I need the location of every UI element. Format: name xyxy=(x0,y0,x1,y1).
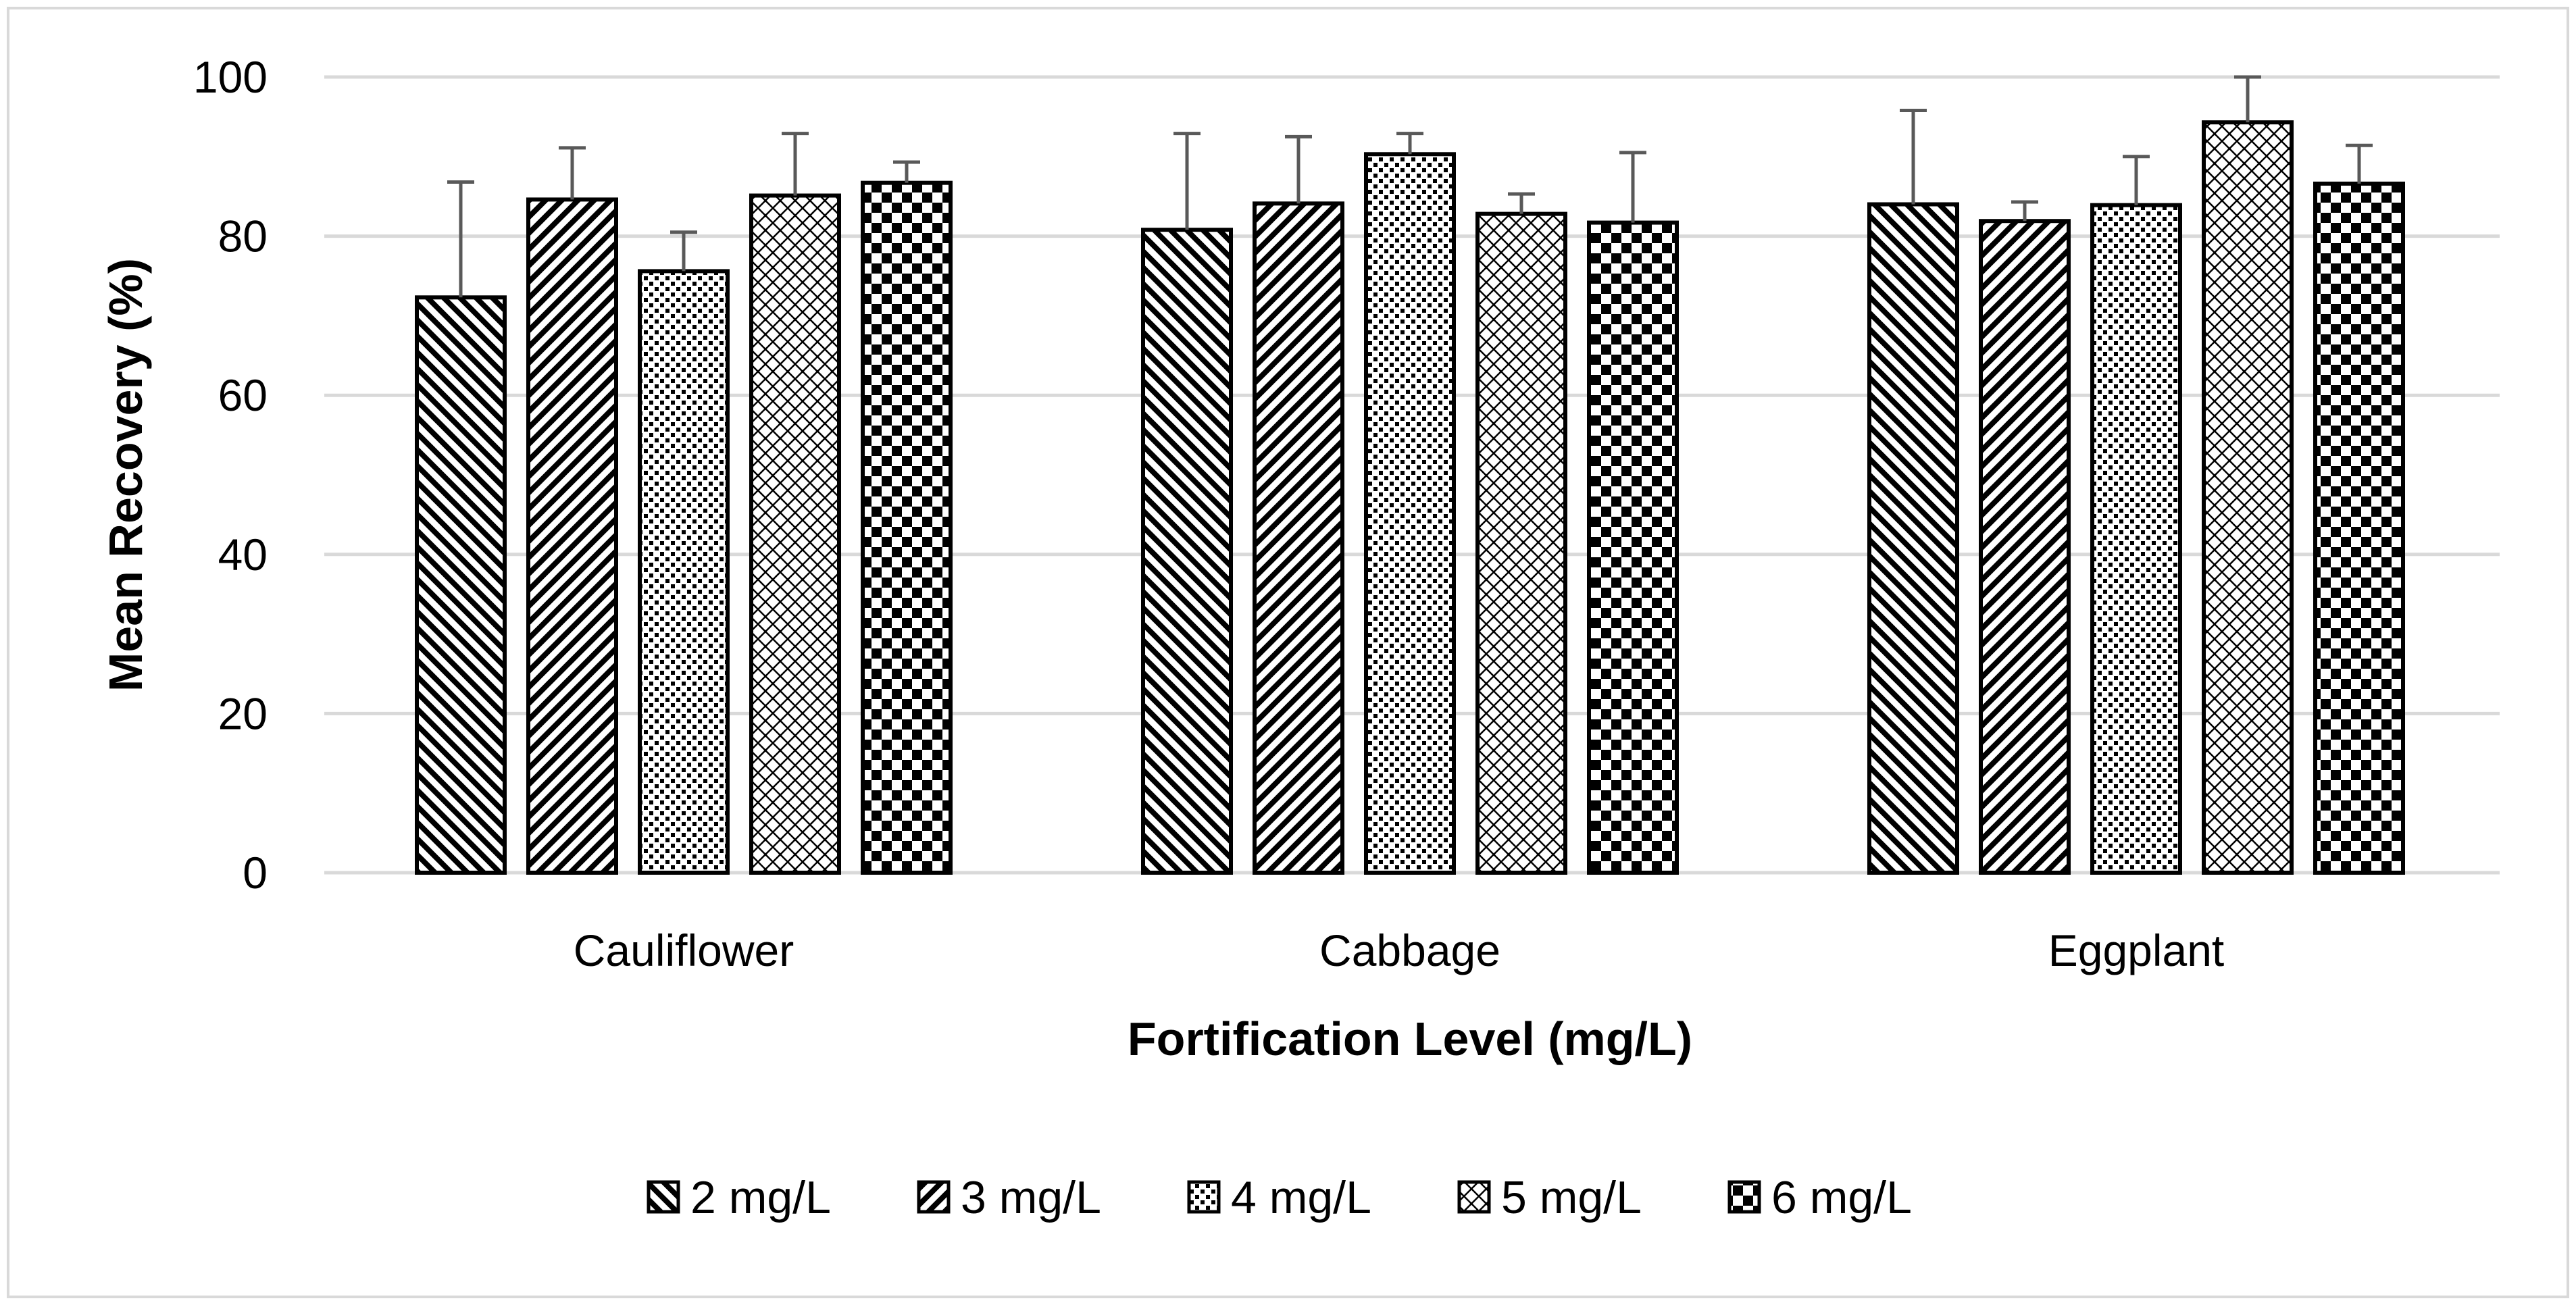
legend-swatch-5mgl xyxy=(1457,1180,1491,1214)
legend-label: 3 mg/L xyxy=(961,1172,1101,1223)
bar-eggplant-5mgl xyxy=(2202,120,2294,875)
legend-swatch-6mgl xyxy=(1727,1180,1761,1214)
y-tick-label: 0 xyxy=(243,848,268,898)
bar-cauliflower-3mgl xyxy=(526,197,618,875)
y-axis-title: Mean Recovery (%) xyxy=(99,258,152,692)
legend-label: 4 mg/L xyxy=(1231,1172,1371,1223)
bar-cauliflower-4mgl xyxy=(638,269,730,875)
legend-swatch-4mgl xyxy=(1187,1180,1221,1214)
legend-swatch-2mgl xyxy=(647,1180,680,1214)
y-tick-label: 20 xyxy=(218,688,268,738)
legend-swatch-3mgl xyxy=(917,1180,951,1214)
x-axis-title: Fortification Level (mg/L) xyxy=(1128,1013,1692,1065)
x-tick-label: Eggplant xyxy=(2048,925,2225,975)
bar-eggplant-6mgl xyxy=(2313,181,2405,875)
y-tick-label: 100 xyxy=(193,52,268,102)
bar-cauliflower-2mgl xyxy=(415,295,507,875)
legend-label: 2 mg/L xyxy=(690,1172,831,1223)
y-tick-label: 60 xyxy=(218,370,268,420)
bar-cabbage-5mgl xyxy=(1475,211,1567,875)
bar-cabbage-2mgl xyxy=(1141,228,1233,875)
bar-eggplant-2mgl xyxy=(1867,202,1959,875)
bar-cauliflower-6mgl xyxy=(861,180,953,875)
bar-cabbage-3mgl xyxy=(1253,201,1344,875)
x-tick-label: Cauliflower xyxy=(574,925,794,975)
bar-cabbage-6mgl xyxy=(1587,220,1679,875)
bar-cauliflower-5mgl xyxy=(749,193,841,875)
x-tick-label: Cabbage xyxy=(1319,925,1500,975)
legend-label: 5 mg/L xyxy=(1501,1172,1642,1223)
y-tick-label: 40 xyxy=(218,530,268,580)
bar-cabbage-4mgl xyxy=(1364,152,1456,875)
bar-eggplant-3mgl xyxy=(1979,219,2071,875)
y-tick-label: 80 xyxy=(218,211,268,261)
legend-label: 6 mg/L xyxy=(1771,1172,1912,1223)
bar-eggplant-4mgl xyxy=(2090,203,2182,875)
